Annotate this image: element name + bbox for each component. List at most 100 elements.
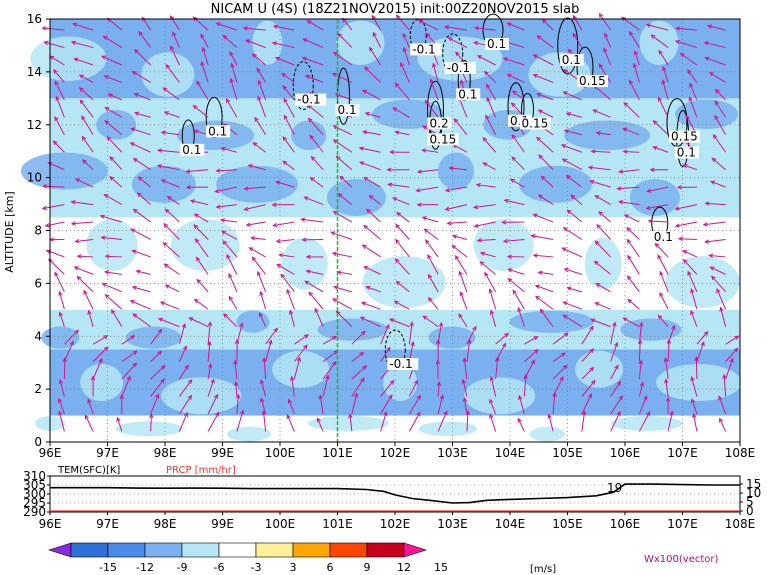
wind-vector-head — [473, 223, 479, 228]
wind-vector — [104, 75, 123, 83]
wind-vector-head — [657, 96, 662, 102]
colorbar-unit: [m/s] — [530, 564, 556, 575]
wind-vector-head — [658, 49, 663, 55]
wind-vector-head — [622, 149, 628, 154]
wind-vector-head — [130, 228, 136, 233]
wind-vector-head — [55, 95, 60, 101]
wind-vector — [190, 200, 209, 206]
wind-vector — [369, 195, 381, 205]
wind-vector-head — [160, 179, 166, 184]
wind-vector — [489, 289, 497, 310]
wind-vector-head — [594, 302, 600, 307]
wind-vector — [202, 47, 209, 66]
wind-vector-head — [233, 380, 239, 386]
wind-vector-head — [332, 139, 338, 144]
wind-vector-head — [395, 238, 400, 244]
wind-vector-head — [589, 179, 595, 185]
wind-vector — [359, 147, 381, 153]
wind-vector — [332, 252, 352, 258]
wind-vector-head — [131, 285, 137, 291]
wind-vector — [432, 63, 439, 83]
wind-vector-head — [511, 156, 517, 162]
wind-vector — [448, 37, 468, 48]
wind-vector — [157, 165, 180, 171]
wind-vector-head — [225, 98, 231, 104]
wind-blob — [529, 426, 565, 442]
wind-vector-head — [58, 410, 63, 416]
wind-vector — [236, 323, 243, 345]
wind-vector — [418, 19, 439, 31]
wind-vector — [474, 221, 496, 227]
wind-vector-head — [83, 289, 88, 295]
wind-vector-head — [622, 317, 628, 322]
wind-vector-head — [511, 90, 517, 96]
colorbar-tick-label: -3 — [251, 561, 262, 574]
wind-vector-head — [348, 413, 353, 419]
wind-vector-head — [633, 50, 639, 56]
wind-vector-head — [444, 206, 450, 211]
wind-vector — [479, 261, 496, 275]
wind-vector-head — [308, 291, 314, 297]
wind-vector-head — [702, 222, 708, 227]
colorbar-tick-label: 15 — [434, 561, 448, 574]
wind-vector — [322, 336, 337, 345]
wind-vector-head — [247, 164, 253, 169]
wind-vector — [165, 284, 180, 293]
wind-vector-head — [192, 104, 198, 110]
wind-vector — [445, 186, 467, 192]
wind-vector-head — [301, 237, 307, 242]
wind-vector — [364, 66, 381, 83]
wind-vector-head — [436, 380, 442, 387]
wind-vector — [170, 15, 180, 31]
wind-vector-head — [353, 392, 359, 398]
wind-vector — [196, 81, 209, 101]
wind-vector-head — [560, 144, 566, 149]
wind-vector-head — [208, 362, 213, 369]
wind-vector-head — [132, 313, 138, 318]
wind-vector — [503, 238, 525, 242]
wind-vector-head — [219, 218, 225, 223]
wind-vector-head — [74, 238, 80, 244]
wind-vector-head — [596, 224, 601, 229]
wind-vector — [495, 333, 509, 345]
wind-vector-head — [536, 136, 541, 142]
wind-vector-head — [44, 223, 50, 228]
wind-vector-head — [332, 51, 338, 57]
colorbar-box — [107, 542, 146, 558]
wind-vector-head — [359, 316, 365, 321]
wind-vector-head — [638, 359, 644, 365]
wind-vector — [365, 112, 381, 118]
wind-vector — [308, 118, 324, 136]
wind-vector-head — [182, 345, 187, 351]
wind-vector-head — [240, 409, 245, 415]
wind-vector — [704, 42, 726, 49]
wind-vector — [243, 27, 266, 31]
wind-vector-head — [703, 330, 709, 336]
wind-vector-head — [394, 130, 400, 135]
wind-vector-head — [688, 96, 693, 102]
wind-vector-head — [581, 410, 587, 416]
wind-vector-head — [364, 111, 370, 117]
wind-vector — [507, 278, 525, 293]
wind-vector-head — [69, 340, 74, 346]
wind-vector-head — [537, 270, 543, 275]
contour-line — [557, 17, 579, 75]
contour-label-bg — [485, 38, 509, 51]
wind-vector-head — [185, 169, 191, 174]
wind-vector — [137, 192, 151, 205]
wind-vector — [258, 80, 267, 101]
wind-vector-head — [305, 269, 311, 274]
wind-vector-head — [165, 63, 171, 69]
wind-vector — [44, 41, 65, 49]
wind-vector-head — [242, 26, 248, 31]
wind-vector — [304, 196, 324, 206]
wind-vector — [335, 93, 353, 101]
wind-vector — [220, 219, 237, 223]
wind-vector — [537, 35, 554, 48]
wind-vector-head — [595, 282, 601, 288]
wind-vector — [109, 156, 123, 171]
wind-vector — [130, 142, 151, 153]
wind-vector-head — [560, 352, 566, 357]
wind-vector-head — [316, 417, 321, 423]
wind-vector-head — [454, 254, 460, 260]
